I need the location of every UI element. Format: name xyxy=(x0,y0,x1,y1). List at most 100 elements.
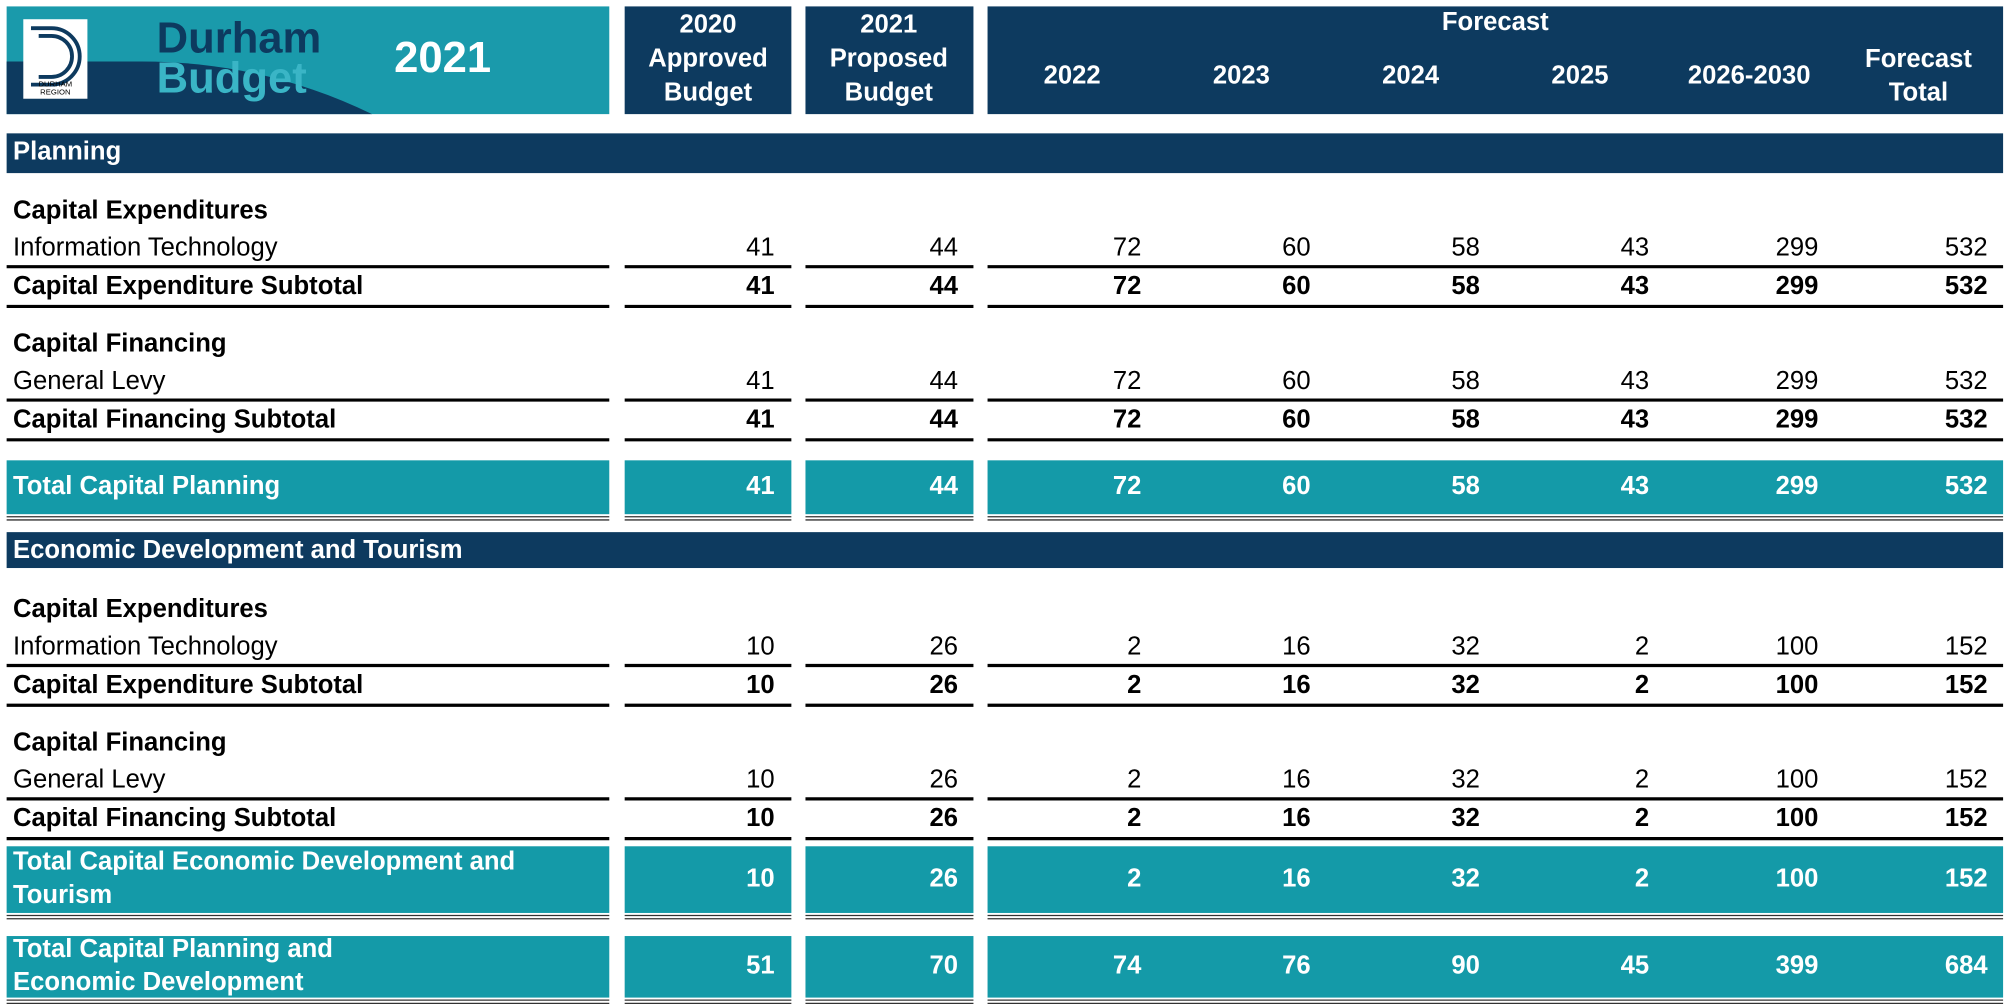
column-header: 2025 xyxy=(1551,62,1608,90)
cell-value: 399 xyxy=(1776,952,1819,980)
cell-value: 60 xyxy=(1282,405,1311,433)
cell-value: 26 xyxy=(930,766,959,794)
column-header: 2020 xyxy=(680,10,737,38)
row-label: Information Technology xyxy=(13,234,278,262)
cell-value: 58 xyxy=(1451,405,1480,433)
section-bar xyxy=(6,133,2004,174)
cell-value: 43 xyxy=(1621,272,1650,300)
cell-value: 2 xyxy=(1635,766,1649,794)
logo-text: REGION xyxy=(40,87,70,96)
cell-value: 152 xyxy=(1945,804,1988,832)
cell-value: 41 xyxy=(746,472,775,500)
cell-value: 58 xyxy=(1451,234,1480,262)
logo-mark xyxy=(38,33,74,79)
cell-value: 44 xyxy=(930,472,959,500)
cell-value: 43 xyxy=(1621,405,1650,433)
cell-value: 16 xyxy=(1282,864,1311,892)
cell-value: 10 xyxy=(746,804,775,832)
cell-value: 10 xyxy=(746,864,775,892)
cell-value: 26 xyxy=(930,804,959,832)
cell-value: 152 xyxy=(1945,766,1988,794)
cell-value: 76 xyxy=(1282,952,1311,980)
total-label: Economic Development xyxy=(13,968,304,996)
cell-value: 60 xyxy=(1282,234,1311,262)
cell-value: 2 xyxy=(1635,804,1649,832)
column-header: Budget xyxy=(845,78,934,106)
cell-value: 2 xyxy=(1127,632,1141,660)
cell-value: 10 xyxy=(746,671,775,699)
cell-value: 32 xyxy=(1451,632,1480,660)
section-title: Planning xyxy=(13,137,121,165)
group-heading: Capital Expenditures xyxy=(13,196,268,224)
cell-value: 32 xyxy=(1451,804,1480,832)
header-cell xyxy=(624,6,792,115)
cell-value: 58 xyxy=(1451,367,1480,395)
cell-value: 100 xyxy=(1776,804,1819,832)
cell-value: 60 xyxy=(1282,272,1311,300)
section-title: Economic Development and Tourism xyxy=(13,536,462,564)
column-header: Proposed xyxy=(830,44,948,72)
column-header: 2026-2030 xyxy=(1688,62,1811,90)
cell-value: 72 xyxy=(1113,367,1142,395)
group-heading: Capital Financing xyxy=(13,728,227,756)
column-header: Forecast xyxy=(1865,45,1972,73)
cell-value: 10 xyxy=(746,766,775,794)
cell-value: 26 xyxy=(930,864,959,892)
cell-value: 90 xyxy=(1451,952,1480,980)
row-label: General Levy xyxy=(13,766,166,794)
cell-value: 299 xyxy=(1776,405,1819,433)
cell-value: 32 xyxy=(1451,671,1480,699)
cell-value: 16 xyxy=(1282,804,1311,832)
column-header: Total xyxy=(1889,78,1948,106)
column-header: 2023 xyxy=(1213,62,1270,90)
total-label: Tourism xyxy=(13,881,112,909)
cell-value: 532 xyxy=(1945,367,1988,395)
cell-value: 16 xyxy=(1282,766,1311,794)
column-header: Budget xyxy=(664,78,753,106)
logo-mark xyxy=(30,26,82,87)
total-band xyxy=(805,936,974,998)
cell-value: 2 xyxy=(1127,804,1141,832)
total-band xyxy=(987,846,2004,913)
cell-value: 2 xyxy=(1635,632,1649,660)
title: Durham xyxy=(157,15,322,63)
total-band xyxy=(624,460,792,515)
cell-value: 2 xyxy=(1635,671,1649,699)
cell-value: 2 xyxy=(1635,864,1649,892)
cell-value: 299 xyxy=(1776,472,1819,500)
subtotal-label: Capital Expenditure Subtotal xyxy=(13,671,363,699)
cell-value: 684 xyxy=(1945,952,1989,980)
total-band xyxy=(805,846,974,913)
total-band xyxy=(624,846,792,913)
cell-value: 2 xyxy=(1127,864,1141,892)
total-band xyxy=(6,936,610,998)
cell-value: 70 xyxy=(930,952,959,980)
cell-value: 100 xyxy=(1776,671,1819,699)
cell-value: 60 xyxy=(1282,367,1311,395)
total-label: Total Capital Planning xyxy=(13,472,280,500)
year: 2021 xyxy=(394,34,491,82)
cell-value: 72 xyxy=(1113,272,1142,300)
cell-value: 16 xyxy=(1282,632,1311,660)
header-cell xyxy=(805,6,974,115)
cell-value: 16 xyxy=(1282,671,1311,699)
total-label: Total Capital Planning and xyxy=(13,935,333,963)
column-header: 2021 xyxy=(860,10,917,38)
column-header: 2024 xyxy=(1382,62,1440,90)
column-header: Approved xyxy=(648,44,768,72)
cell-value: 299 xyxy=(1776,234,1819,262)
cell-value: 51 xyxy=(746,952,775,980)
cell-value: 10 xyxy=(746,632,775,660)
section-bar xyxy=(6,532,2004,569)
cell-value: 43 xyxy=(1621,367,1650,395)
cell-value: 152 xyxy=(1945,671,1988,699)
banner-curve xyxy=(6,61,373,115)
cell-value: 72 xyxy=(1113,234,1142,262)
subtotal-label: Capital Financing Subtotal xyxy=(13,804,336,832)
cell-value: 41 xyxy=(746,234,775,262)
cell-value: 41 xyxy=(746,405,775,433)
total-label: Total Capital Economic Development and xyxy=(13,848,515,876)
cell-value: 152 xyxy=(1945,864,1988,892)
total-band xyxy=(805,460,974,515)
subtotal-label: Capital Financing Subtotal xyxy=(13,405,336,433)
